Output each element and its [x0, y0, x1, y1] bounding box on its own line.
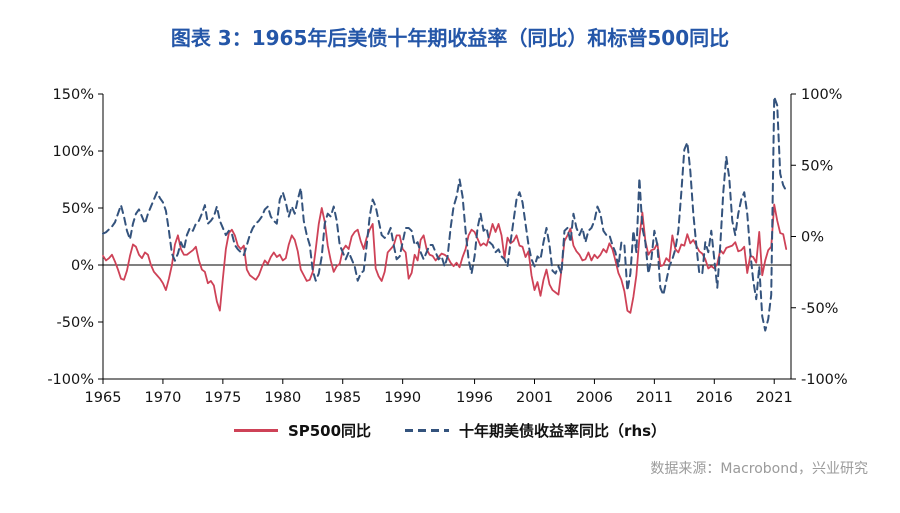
legend-label-treasury: 十年期美债收益率同比（rhs）: [459, 422, 667, 440]
x-axis-tick-label: 2021: [756, 390, 793, 406]
left-axis-tick-label: 0%: [71, 258, 94, 274]
right-axis-tick-label: -100%: [801, 372, 848, 388]
sp500-line-swatch: [233, 429, 278, 432]
x-axis-tick-label: 2011: [636, 390, 673, 406]
series-line-sp500: [102, 203, 788, 314]
legend-item-sp500: SP500同比: [233, 420, 372, 441]
legend-label-sp500: SP500同比: [287, 422, 372, 440]
treasury-dashed-line-swatch: [405, 429, 450, 432]
x-axis-tick-label: 1990: [384, 390, 421, 406]
x-axis-tick-label: 1975: [204, 390, 241, 406]
left-axis-tick-label: -50%: [57, 315, 94, 331]
series-line-treasury-yield: [102, 95, 788, 332]
left-axis-tick-label: 50%: [62, 201, 94, 217]
x-axis-tick-label: 1970: [144, 390, 181, 406]
x-axis-tick-label: 1996: [456, 390, 493, 406]
chart-area: 150% 100% 50% 0% -50% -100% 100% 50% 0% -50% -100%…: [40, 72, 860, 417]
right-axis-tick-label: -50%: [801, 301, 838, 317]
x-axis-tick-label: 1985: [324, 390, 361, 406]
chart-title: 图表 3：1965年后美债十年期收益率（同比）和标普500同比: [170, 26, 730, 50]
x-axis-tick-label: 2001: [516, 390, 553, 406]
legend-item-treasury: 十年期美债收益率同比（rhs）: [405, 420, 666, 441]
right-axis-tick-label: 0%: [801, 230, 824, 246]
left-axis-tick-label: 150%: [53, 87, 94, 103]
data-source-note: 数据来源：Macrobond，兴业研究: [650, 461, 868, 477]
left-axis-tick-label: -100%: [47, 372, 94, 388]
x-axis-tick-label: 2016: [696, 390, 733, 406]
x-axis-tick-label: 1980: [264, 390, 301, 406]
right-axis-tick-label: 100%: [801, 87, 842, 103]
x-axis-tick-label: 1965: [85, 390, 122, 406]
line-chart-canvas: 150% 100% 50% 0% -50% -100% 100% 50% 0% -50% -100%…: [47, 87, 848, 406]
chart-legend: SP500同比 十年期美债收益率同比（rhs）: [0, 420, 900, 441]
right-axis-tick-label: 50%: [801, 158, 833, 174]
left-axis-tick-label: 100%: [53, 144, 94, 160]
x-axis-tick-label: 2006: [576, 390, 613, 406]
